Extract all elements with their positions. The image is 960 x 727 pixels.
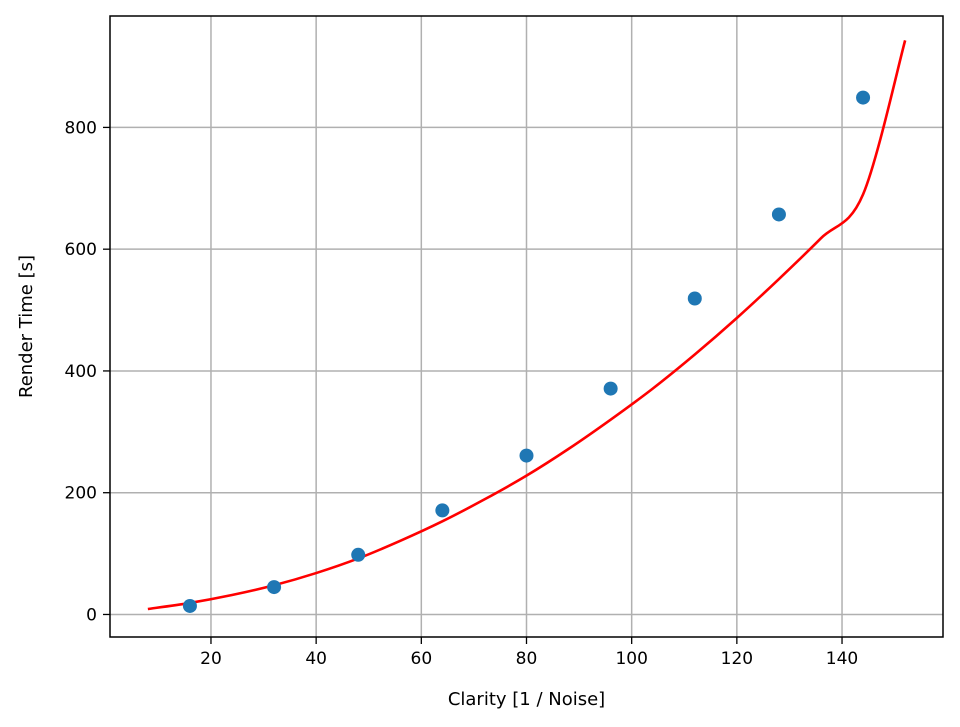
x-tick-label: 60 [411, 649, 433, 669]
data-point [687, 291, 702, 306]
grid [110, 16, 943, 637]
data-point [771, 207, 786, 222]
data-point [435, 503, 450, 518]
data-point [519, 448, 534, 463]
y-axis-label: Render Time [s] [16, 255, 37, 398]
x-tick-label: 120 [721, 649, 753, 669]
data-point [603, 381, 618, 396]
x-tick-label: 20 [200, 649, 222, 669]
plot-data [147, 40, 907, 613]
y-tick-label: 800 [65, 118, 97, 138]
data-point [351, 547, 366, 562]
x-axis-label: Clarity [1 / Noise] [448, 689, 605, 710]
axis-ticks: 20 40 60 80 100 120 140 0 200 400 600 800 [65, 118, 859, 669]
x-tick-label: 100 [615, 649, 647, 669]
data-point [856, 90, 871, 105]
x-tick-label: 40 [305, 649, 327, 669]
y-tick-label: 0 [86, 605, 97, 625]
data-point [182, 598, 197, 613]
x-tick-label: 140 [826, 649, 858, 669]
y-tick-label: 200 [65, 484, 97, 504]
y-tick-label: 600 [65, 240, 97, 260]
x-tick-label: 80 [516, 649, 538, 669]
data-point [267, 580, 282, 595]
y-tick-label: 400 [65, 362, 97, 382]
